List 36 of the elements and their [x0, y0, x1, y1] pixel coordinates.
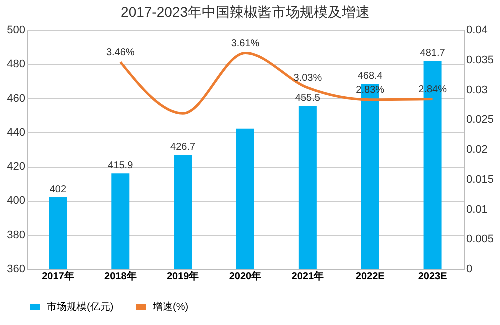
y-tick-label: 500	[7, 24, 26, 36]
legend-label: 市场规模(亿元)	[47, 301, 114, 313]
y-tick-label: 420	[7, 161, 26, 174]
y2-tick-label: 0	[466, 264, 473, 276]
data-label: 402	[50, 184, 67, 196]
y2-tick-label: 0.005	[466, 234, 494, 246]
x-tick-label: 2021年	[292, 270, 324, 282]
y2-tick-label: 0.02	[466, 144, 488, 156]
data-label: 415.9	[108, 160, 134, 172]
legend-label: 增速(%)	[152, 301, 189, 313]
y2-tick-label: 0.035	[466, 54, 494, 66]
data-label: 481.7	[420, 48, 446, 60]
x-tick-label: 2018年	[104, 270, 137, 282]
y2-tick-label: 0.03	[466, 84, 488, 96]
y-tick-label: 380	[7, 229, 26, 242]
data-label: 3.46%	[106, 47, 135, 58]
x-tick-label: 2019年	[166, 270, 200, 282]
y2-tick-label: 0.01	[466, 204, 488, 216]
y-tick-label: 440	[7, 126, 26, 139]
y2-tick-label: 0.015	[466, 174, 494, 186]
data-label: 3.03%	[294, 72, 322, 84]
y2-tick-label: 0.04	[466, 24, 488, 36]
y-tick-label: 400	[7, 195, 26, 208]
data-label: 426.7	[170, 142, 196, 154]
data-label: 468.4	[358, 70, 384, 82]
x-tick-label: 2020年	[229, 270, 262, 282]
chart-title: 2017-2023年中国辣椒酱市场规模及增速	[121, 4, 370, 20]
data-label: 455.5	[295, 92, 321, 104]
y-tick-label: 480	[7, 58, 26, 71]
x-tick-label: 2017年	[42, 270, 74, 282]
y-tick-label: 460	[7, 92, 26, 105]
data-label: 3.61%	[231, 38, 260, 50]
x-tick-label: 2023E	[418, 272, 448, 282]
y-tick-label: 360	[7, 264, 26, 276]
y2-tick-label: 0.025	[466, 114, 494, 126]
x-tick-label: 2022E	[356, 272, 386, 282]
